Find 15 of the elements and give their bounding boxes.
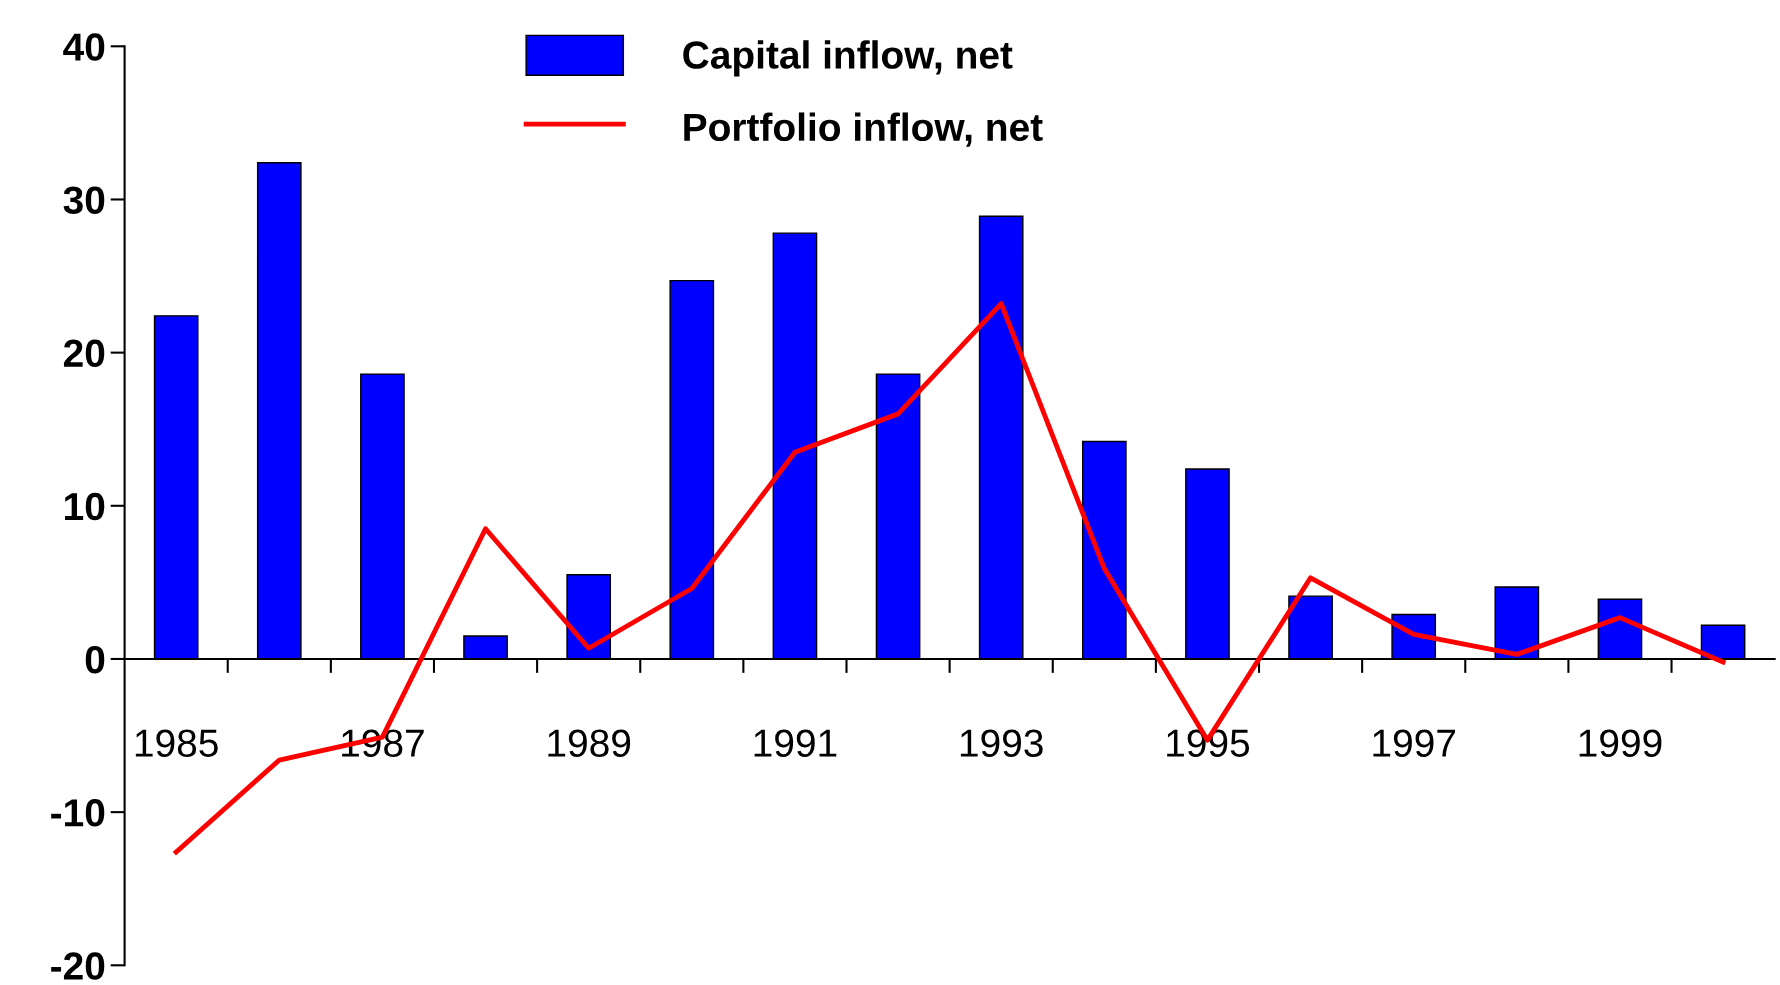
legend-label: Portfolio inflow, net xyxy=(684,112,1043,147)
y-tick-label: -20 xyxy=(51,952,105,980)
x-tick-label: 1989 xyxy=(548,729,631,757)
y-tick-label: 30 xyxy=(63,186,105,214)
legend-label: Capital inflow, net xyxy=(683,40,1013,77)
x-tick-label: 1997 xyxy=(1373,729,1456,757)
x-tick-label: 1991 xyxy=(754,729,837,757)
y-tick-label: 20 xyxy=(63,339,105,368)
y-tick-label: 40 xyxy=(63,33,105,61)
y-tick-label: 10 xyxy=(65,492,105,521)
x-tick-label: 1999 xyxy=(1579,729,1662,757)
y-tick-label: -10 xyxy=(51,799,105,827)
x-tick-label: 1985 xyxy=(135,729,218,757)
y-tick-label: 0 xyxy=(85,645,105,674)
x-tick-label: 1993 xyxy=(960,729,1043,757)
